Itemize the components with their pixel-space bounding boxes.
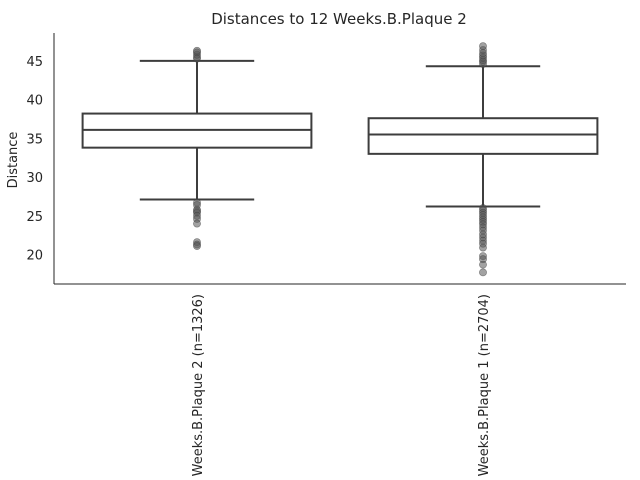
outlier-point [479, 268, 487, 277]
y-tick-label: 30 [26, 171, 43, 186]
x-category-label: 12 Weeks.B.Plaque 2 (n=1326) [191, 294, 206, 480]
y-axis-label: Distance [6, 132, 21, 189]
outlier-point [193, 242, 201, 250]
x-category-label: 12 Weeks.B.Plaque 1 (n=2704) [477, 294, 492, 480]
y-tick-label: 25 [26, 210, 43, 225]
y-tick-label: 45 [26, 55, 43, 70]
outlier-point [479, 42, 487, 51]
y-tick-label: 20 [26, 249, 43, 264]
y-tick-label: 40 [26, 94, 43, 109]
box-group [367, 42, 599, 277]
outlier-point [193, 46, 201, 55]
plot-area: 20 25 30 35 40 45 [26, 33, 626, 285]
box-group [81, 46, 313, 250]
interquartile-box [367, 117, 599, 155]
y-tick-label: 35 [26, 132, 43, 147]
outlier-point [479, 243, 487, 252]
outlier-point [193, 219, 201, 228]
chart-title: Distances to 12 Weeks.B.Plaque 2 [211, 10, 467, 28]
outlier-point [479, 260, 487, 269]
